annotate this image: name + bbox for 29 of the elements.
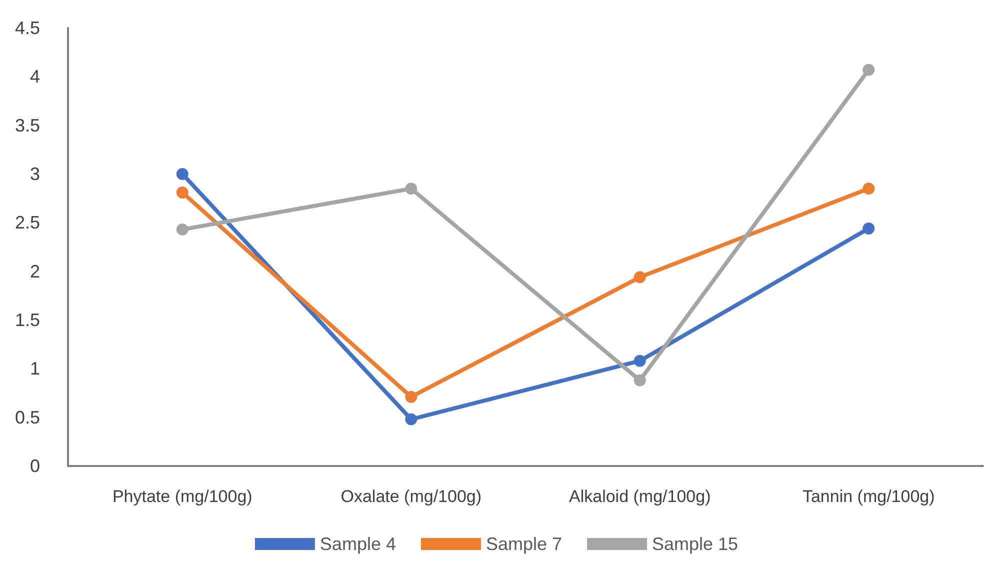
point (862, 222, 875, 235)
point (405, 182, 418, 195)
y-tick-label: 4 (30, 66, 40, 87)
y-tick-label: 0 (30, 456, 40, 476)
point (405, 390, 418, 403)
y-tick-label: 2.5 (14, 212, 40, 233)
point (862, 182, 875, 195)
y-tick-label: 1 (30, 358, 40, 379)
point (176, 168, 188, 180)
y-tick-label: 3.5 (14, 115, 40, 136)
x-tick-label: Alkaloid (mg/100g) (569, 487, 711, 506)
y-tick-label: 2 (30, 261, 40, 282)
x-tick-label: Tannin (mg/100g) (802, 487, 935, 506)
x-tick-label: Phytate (mg/100g) (112, 487, 252, 506)
y-tick-label: 0.5 (14, 407, 40, 428)
legend-label: Sample 4 (320, 534, 396, 554)
legend-label: Sample 7 (486, 534, 562, 554)
point (634, 354, 646, 367)
y-tick-label: 1.5 (14, 310, 40, 330)
legend-label: Sample 15 (652, 534, 738, 554)
y-tick-label: 3 (30, 164, 40, 184)
point (862, 64, 875, 76)
y-tick-label: 4.5 (14, 18, 40, 38)
point (634, 271, 646, 284)
point (176, 186, 188, 198)
point (176, 223, 188, 236)
x-tick-label: Oxalate (mg/100g) (340, 487, 482, 506)
point (405, 413, 418, 426)
point (634, 374, 646, 386)
